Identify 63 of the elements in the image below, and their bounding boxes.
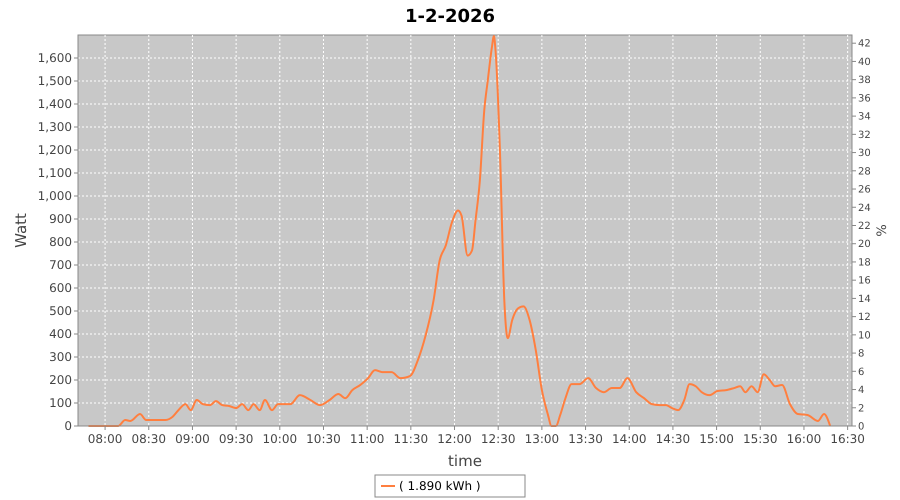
y-tick-label: 500 [49, 304, 72, 318]
x-tick-label: 09:30 [218, 432, 254, 446]
y2-tick-label: 8 [858, 348, 864, 360]
y2-tick-label: 20 [858, 239, 871, 250]
y-tick-label: 100 [49, 396, 72, 410]
x-tick-label: 15:00 [699, 432, 734, 446]
y-tick-label: 1,200 [38, 143, 72, 158]
y-tick-label: 900 [49, 212, 72, 226]
x-tick-label: 12:30 [480, 432, 516, 446]
y2-tick-label: 28 [858, 166, 871, 178]
x-tick-label: 10:30 [306, 432, 341, 446]
y-tick-label: 600 [49, 281, 72, 296]
y-tick-label: 700 [49, 258, 72, 272]
y2-tick-label: 32 [858, 130, 871, 141]
y2-tick-label: 10 [858, 330, 871, 342]
x-tick-label: 14:00 [612, 432, 647, 446]
x-tick-label: 16:30 [830, 432, 865, 446]
y2-tick-label: 26 [858, 184, 871, 196]
y-tick-label: 1,600 [38, 51, 72, 66]
y2-tick-label: 34 [858, 112, 871, 123]
y2-tick-label: 0 [858, 422, 864, 432]
y-tick-label: 800 [49, 235, 72, 250]
chart-title: 1-2-2026 [404, 6, 496, 27]
x-tick-label: 08:00 [88, 432, 122, 446]
x-tick-label: 10:00 [262, 432, 298, 446]
x-tick-label: 11:30 [394, 432, 428, 446]
y2-tick-label: 22 [858, 220, 871, 232]
y-tick-label: 1,300 [38, 120, 72, 134]
x-tick-label: 09:00 [175, 432, 210, 446]
y2-tick-label: 36 [858, 93, 871, 104]
line-series [87, 35, 832, 427]
x-tick-label: 08:30 [131, 432, 166, 446]
x-tick-label: 13:30 [568, 432, 603, 446]
y-tick-label: 400 [49, 327, 72, 342]
x-axis-title: time [448, 452, 482, 470]
legend-label: ( 1.890 kWh ) [399, 479, 481, 494]
y2-tick-label: 38 [858, 75, 871, 86]
y2-tick-label: 12 [858, 312, 871, 324]
y2-tick-label: 2 [858, 403, 864, 414]
y-tick-label: 200 [49, 373, 72, 388]
y2-tick-label: 18 [858, 257, 871, 268]
y2-tick-label: 30 [858, 148, 871, 160]
y2-axis-title: % [875, 224, 890, 237]
y2-tick-label: 14 [858, 294, 871, 305]
x-tick-label: 14:30 [656, 432, 690, 446]
y2-tick-label: 4 [858, 385, 864, 396]
y2-tick-label: 24 [858, 202, 871, 214]
x-tick-label: 15:30 [742, 432, 778, 446]
y-tick-label: 1,100 [38, 166, 72, 180]
y-tick-label: 300 [49, 350, 72, 364]
x-tick-label: 12:00 [437, 432, 472, 446]
x-tick-label: 13:00 [524, 432, 560, 446]
y-tick-label: 1,400 [38, 97, 72, 112]
y-axis-title: Watt [12, 212, 30, 248]
x-tick-label: 16:00 [786, 432, 822, 446]
y2-tick-label: 16 [858, 276, 871, 287]
y-tick-label: 1,000 [38, 189, 72, 204]
y2-tick-label: 42 [858, 38, 871, 50]
y2-tick-label: 6 [858, 366, 864, 378]
y-tick-label: 1,500 [38, 74, 72, 88]
y-tick-label: 0 [64, 419, 72, 434]
x-tick-label: 11:00 [350, 432, 384, 446]
y2-tick-label: 40 [858, 56, 871, 68]
